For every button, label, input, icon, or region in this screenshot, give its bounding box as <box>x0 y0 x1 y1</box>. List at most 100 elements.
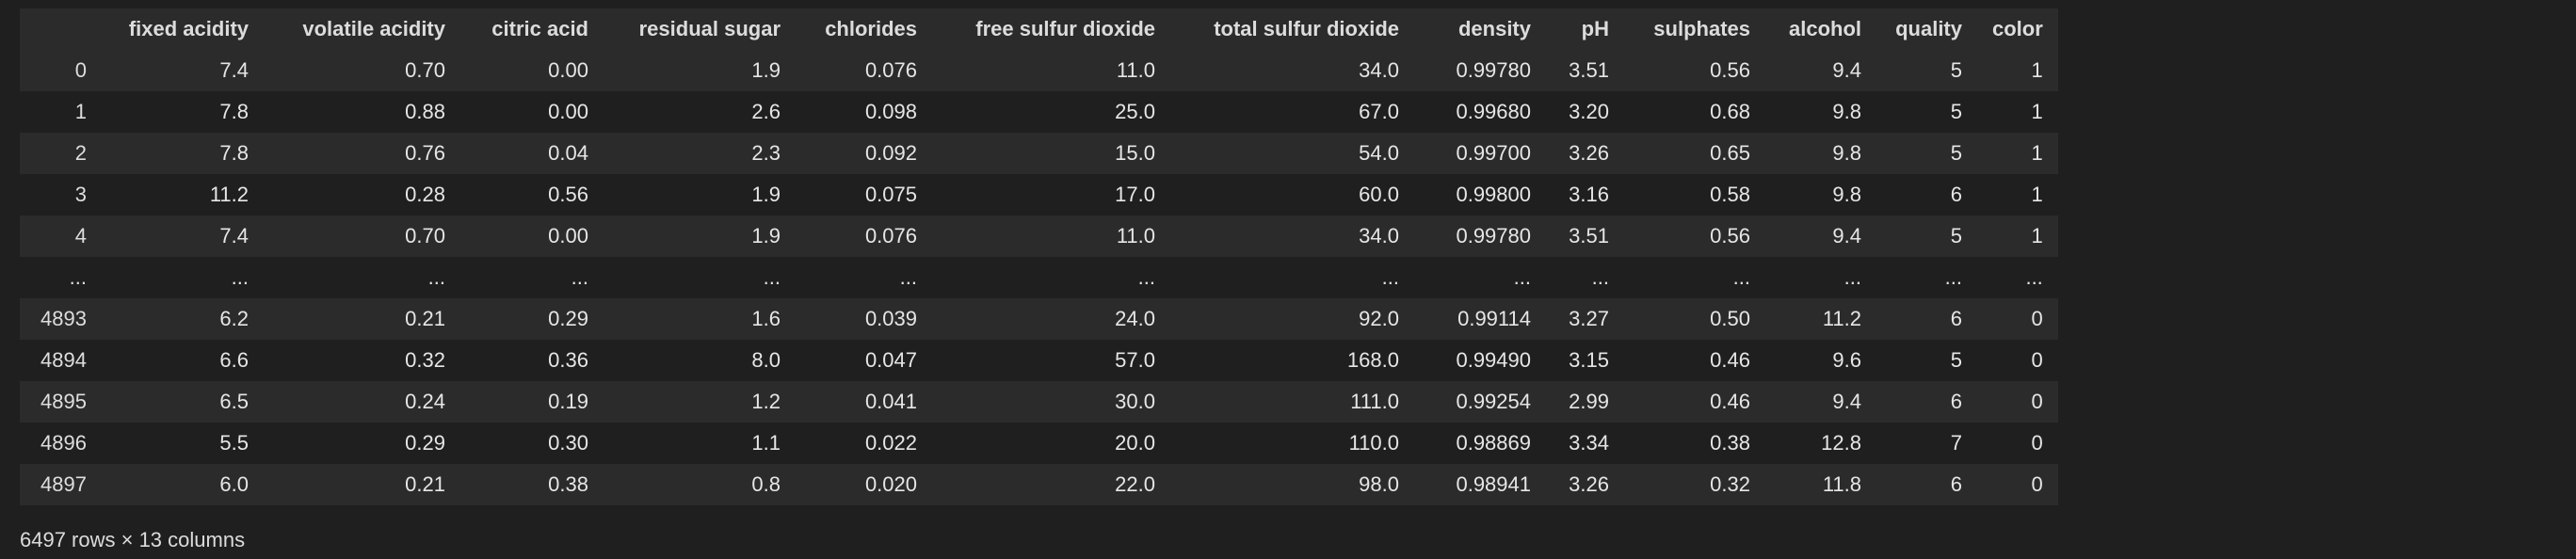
table-cell: 0.30 <box>548 431 588 455</box>
column-header: color <box>1977 8 2058 50</box>
table-cell: 0.29 <box>405 431 445 455</box>
table-cell: 0.21 <box>405 472 445 496</box>
column-header: chlorides <box>796 8 932 50</box>
table-cell: 0.039 <box>864 307 917 330</box>
table-cell: 9.8 <box>1832 141 1861 165</box>
table-row: 4 7.4 0.70 0.00 1.9 0.076 11.0 34.0 0.99780 3.51 0… <box>20 216 2058 257</box>
table-cell: 0.36 <box>548 348 588 372</box>
table-cell: 0.70 <box>405 58 445 82</box>
table-row: 2 7.8 0.76 0.04 2.3 0.092 15.0 54.0 0.99700 3.26 0… <box>20 133 2058 174</box>
table-cell: 0.99490 <box>1456 348 1531 372</box>
table-row: 4896 5.5 0.29 0.30 1.1 0.022 20.0 110.0 0.98869 3… <box>20 423 2058 464</box>
table-cell: 3.26 <box>1569 472 1609 496</box>
table-cell: 0.98941 <box>1456 472 1531 496</box>
table-cell: 3.51 <box>1569 58 1609 82</box>
row-index: 4 <box>74 224 87 248</box>
column-header: density <box>1414 8 1546 50</box>
column-header: alcohol <box>1765 8 1876 50</box>
table-cell: ... <box>1137 265 1155 289</box>
table-cell: 111.0 <box>1350 390 1399 413</box>
table-cell: 11.2 <box>1822 307 1861 330</box>
row-index: 4897 <box>40 472 87 496</box>
table-cell: 5 <box>1950 141 1962 165</box>
column-header: volatile acidity <box>264 8 460 50</box>
table-cell: 0.04 <box>548 141 588 165</box>
table-cell: ... <box>899 265 917 289</box>
table-cell: 0.38 <box>1710 431 1750 455</box>
column-header: quality <box>1876 8 1977 50</box>
table-cell: 0.19 <box>548 390 588 413</box>
table-cell: 0 <box>2031 307 2043 330</box>
table-cell: 6.2 <box>219 307 249 330</box>
table-cell: 7.4 <box>219 224 249 248</box>
table-cell: 0.098 <box>864 100 917 123</box>
table-cell: 11.0 <box>1116 224 1155 248</box>
table-cell: 0.32 <box>1710 472 1750 496</box>
table-header: fixed acidity volatile acidity citric acid… <box>20 8 2058 50</box>
table-cell: 2.3 <box>751 141 781 165</box>
table-cell: 25.0 <box>1115 100 1155 123</box>
ellipsis-row: ........................................… <box>20 257 2058 298</box>
table-row: 4897 6.0 0.21 0.38 0.8 0.020 22.0 98.0 0.98941 3.… <box>20 464 2058 505</box>
table-cell: 34.0 <box>1359 224 1399 248</box>
header-row: fixed acidity volatile acidity citric acid… <box>20 8 2058 50</box>
table-cell: 3.26 <box>1569 141 1609 165</box>
table-row: 0 7.4 0.70 0.00 1.9 0.076 11.0 34.0 0.99780 3.51 0… <box>20 50 2058 91</box>
table-cell: 6.6 <box>219 348 249 372</box>
table-cell: 0.99780 <box>1456 224 1531 248</box>
table-cell: 0.98869 <box>1456 431 1531 455</box>
table-cell: 0.041 <box>864 390 917 413</box>
table-cell: 5 <box>1950 100 1962 123</box>
table-cell: 0.58 <box>1710 183 1750 206</box>
column-header: citric acid <box>460 8 604 50</box>
row-index: 4896 <box>40 431 87 455</box>
table-cell: 0.8 <box>751 472 781 496</box>
table-cell: 20.0 <box>1115 431 1155 455</box>
row-index: 4895 <box>40 390 87 413</box>
table-cell: 0.092 <box>864 141 917 165</box>
table-cell: ... <box>231 265 249 289</box>
table-cell: 5 <box>1950 58 1962 82</box>
column-header: pH <box>1546 8 1624 50</box>
table-cell: 0.076 <box>864 58 917 82</box>
table-cell: ... <box>427 265 445 289</box>
table-cell: 6 <box>1950 307 1962 330</box>
table-cell: 5.5 <box>219 431 249 455</box>
column-header: total sulfur dioxide <box>1170 8 1414 50</box>
table-cell: 8.0 <box>751 348 781 372</box>
table-cell: 3.34 <box>1569 431 1609 455</box>
table-cell: 1 <box>2031 141 2043 165</box>
table-cell: 7.8 <box>219 141 249 165</box>
table-cell: 6.0 <box>219 472 249 496</box>
table-row: 3 11.2 0.28 0.56 1.9 0.075 17.0 60.0 0.99800 3.16… <box>20 174 2058 216</box>
table-cell: 0.99114 <box>1457 307 1531 330</box>
table-cell: 6 <box>1950 390 1962 413</box>
table-cell: 0.00 <box>548 224 588 248</box>
table-cell: ... <box>1381 265 1399 289</box>
table-cell: 0.00 <box>548 100 588 123</box>
table-cell: 0.46 <box>1710 390 1750 413</box>
column-header: free sulfur dioxide <box>932 8 1170 50</box>
table-cell: 0.00 <box>548 58 588 82</box>
table-cell: 92.0 <box>1359 307 1399 330</box>
table-cell: 3.27 <box>1569 307 1609 330</box>
index-header <box>20 8 102 50</box>
row-index: 3 <box>74 183 87 206</box>
table-cell: ... <box>1732 265 1750 289</box>
table-cell: 0.99800 <box>1456 183 1531 206</box>
table-cell: 0.68 <box>1710 100 1750 123</box>
dataframe-shape: 6497 rows × 13 columns <box>20 528 246 551</box>
table-cell: 0.21 <box>405 307 445 330</box>
table-cell: 0.70 <box>405 224 445 248</box>
table-cell: 24.0 <box>1115 307 1155 330</box>
dataframe-output: fixed acidity volatile acidity citric acid… <box>20 8 2058 505</box>
row-index: 0 <box>74 58 87 82</box>
table-cell: 0.65 <box>1710 141 1750 165</box>
table-cell: 54.0 <box>1359 141 1399 165</box>
table-cell: 1 <box>2031 183 2043 206</box>
table-cell: 110.0 <box>1348 431 1399 455</box>
table-cell: 11.8 <box>1822 472 1861 496</box>
table-row: 1 7.8 0.88 0.00 2.6 0.098 25.0 67.0 0.99680 3.20 0… <box>20 91 2058 133</box>
table-cell: 17.0 <box>1115 183 1155 206</box>
table-cell: 2.6 <box>751 100 781 123</box>
